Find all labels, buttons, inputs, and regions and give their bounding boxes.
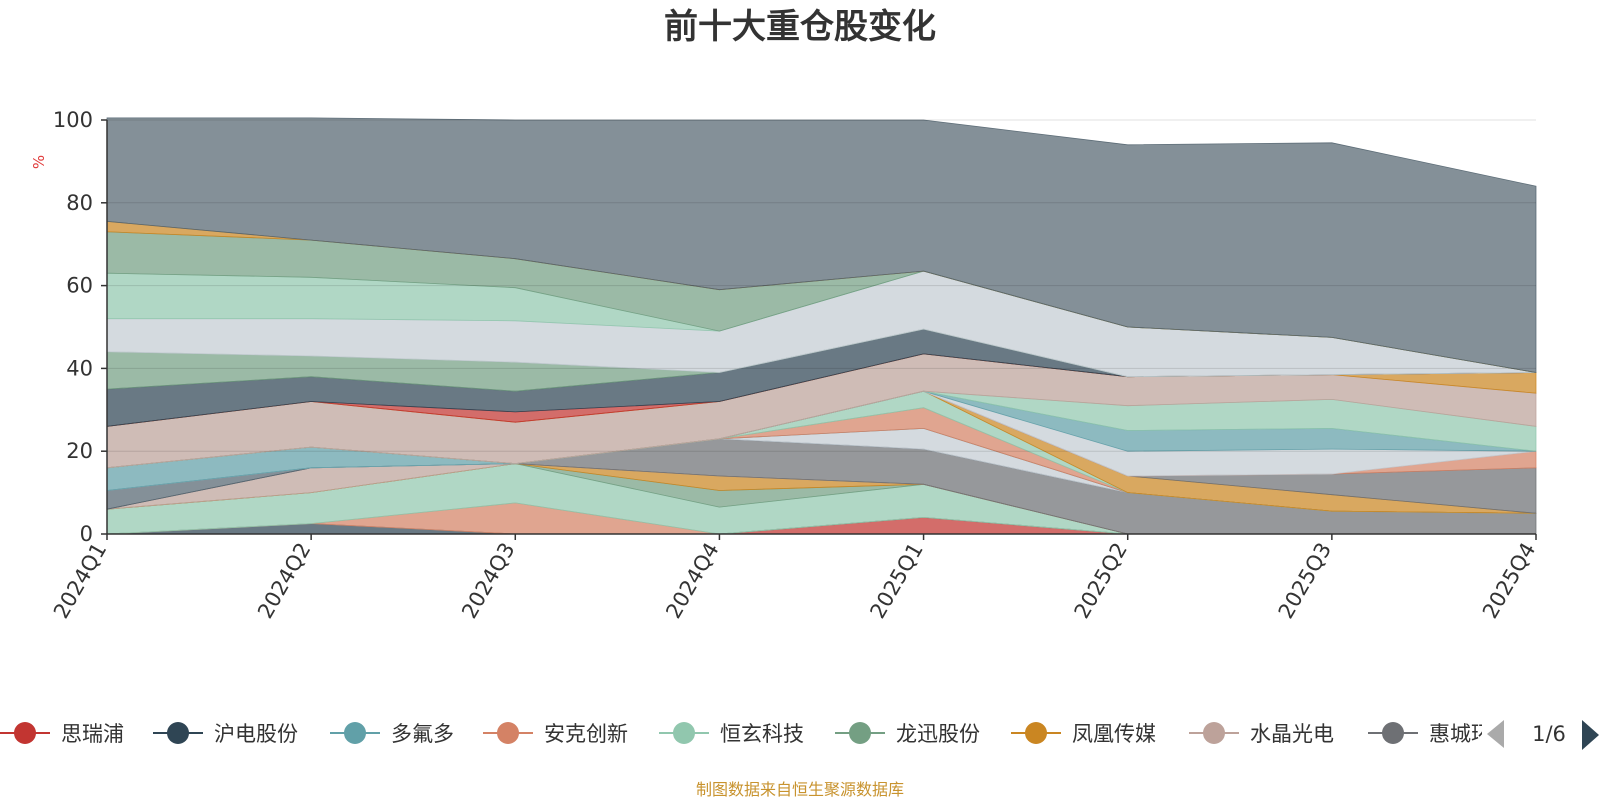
x-tick-label: 2024Q1 bbox=[49, 539, 111, 623]
legend-circle-icon bbox=[1025, 722, 1047, 744]
legend-items: 思瑞浦 沪电股份 多氟多 安克创新 恒玄科技 龙迅股份 凤凰传媒 水晶光电 惠城环保 bbox=[0, 722, 1513, 746]
legend-item[interactable]: 凤凰传媒 bbox=[1011, 722, 1156, 746]
x-tick-label: 2024Q2 bbox=[253, 539, 315, 623]
legend-circle-icon bbox=[1382, 722, 1404, 744]
legend-label: 凤凰传媒 bbox=[1072, 722, 1156, 746]
legend-item[interactable]: 水晶光电 bbox=[1189, 722, 1334, 746]
legend-circle-icon bbox=[849, 722, 871, 744]
legend-label: 水晶光电 bbox=[1250, 722, 1334, 746]
legend-circle-icon bbox=[14, 722, 36, 744]
legend-item[interactable]: 恒玄科技 bbox=[659, 722, 804, 746]
legend-circle-icon bbox=[344, 722, 366, 744]
legend-circle-icon bbox=[1203, 722, 1225, 744]
y-tick-label: 40 bbox=[66, 356, 93, 380]
x-tick-label: 2024Q4 bbox=[661, 539, 723, 623]
area-30 bbox=[106, 117, 1537, 373]
legend-page-indicator: 1/6 bbox=[1532, 722, 1566, 746]
chart-title: 前十大重仓股变化 bbox=[664, 7, 936, 47]
legend-item[interactable]: 龙迅股份 bbox=[835, 722, 980, 746]
legend-circle-icon bbox=[167, 722, 189, 744]
legend-label: 思瑞浦 bbox=[61, 722, 124, 746]
x-tick-label: 2025Q1 bbox=[865, 539, 927, 623]
legend-label: 恒玄科技 bbox=[720, 722, 804, 746]
area-series-group bbox=[106, 117, 1537, 535]
legend-circle-icon bbox=[497, 722, 519, 744]
x-tick-label: 2024Q3 bbox=[457, 539, 519, 623]
triangle-right-icon[interactable] bbox=[1582, 720, 1599, 750]
y-tick-label: 60 bbox=[66, 274, 93, 298]
legend-item[interactable]: 沪电股份 bbox=[153, 722, 298, 746]
legend-circle-icon bbox=[673, 722, 695, 744]
source-note: 制图数据来自恒生聚源数据库 bbox=[696, 780, 904, 799]
legend-label: 多氟多 bbox=[391, 722, 454, 746]
x-tick-label: 2025Q4 bbox=[1478, 539, 1540, 623]
x-tick-label: 2025Q2 bbox=[1070, 539, 1132, 623]
y-tick-label: 0 bbox=[80, 522, 93, 546]
legend-label: 安克创新 bbox=[544, 722, 628, 746]
legend-label: 龙迅股份 bbox=[896, 722, 980, 746]
y-tick-label: 80 bbox=[66, 191, 93, 215]
legend-label: 沪电股份 bbox=[214, 722, 298, 746]
triangle-left-icon[interactable] bbox=[1487, 720, 1504, 748]
y-tick-label: 20 bbox=[66, 439, 93, 463]
y-tick-label: 100 bbox=[53, 108, 93, 132]
x-tick-label: 2025Q3 bbox=[1274, 539, 1336, 623]
legend-item[interactable]: 思瑞浦 bbox=[0, 722, 124, 746]
legend: 思瑞浦 沪电股份 多氟多 安克创新 恒玄科技 龙迅股份 凤凰传媒 水晶光电 惠城环保 1/6 bbox=[0, 720, 1599, 750]
legend-label: 惠城环保 bbox=[1429, 722, 1513, 746]
legend-item[interactable]: 惠城环保 bbox=[1368, 722, 1513, 746]
legend-item[interactable]: 安克创新 bbox=[483, 722, 628, 746]
legend-item[interactable]: 多氟多 bbox=[330, 722, 454, 746]
y-axis-label: % bbox=[30, 155, 48, 169]
